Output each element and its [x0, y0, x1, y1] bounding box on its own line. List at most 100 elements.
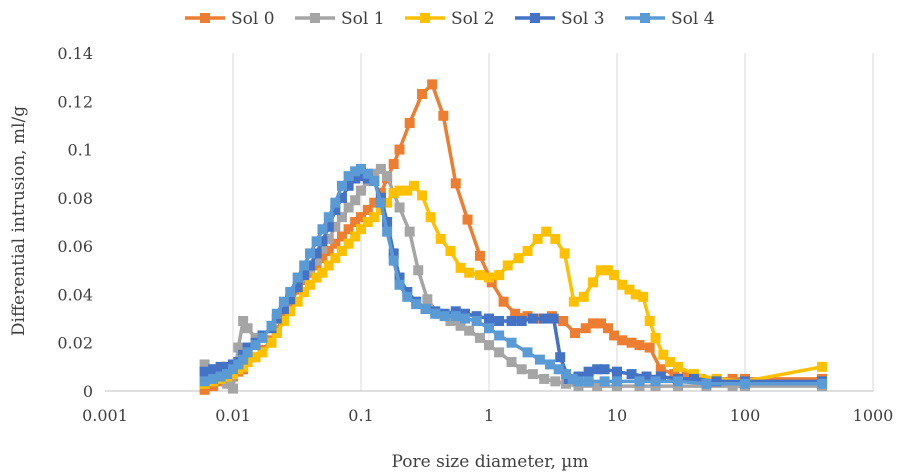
legend-item: Sol 1 — [295, 9, 385, 29]
data-point — [527, 369, 538, 380]
data-point — [559, 248, 570, 259]
data-point — [369, 212, 380, 223]
data-point — [450, 178, 461, 189]
data-point — [658, 349, 669, 360]
data-point — [222, 369, 233, 380]
data-point — [484, 313, 494, 324]
data-point — [311, 272, 322, 283]
data-point — [596, 265, 607, 276]
data-point — [208, 364, 219, 375]
data-point — [506, 357, 517, 368]
data-point — [228, 364, 238, 375]
legend-label: Sol 4 — [671, 9, 715, 29]
data-point — [655, 371, 666, 382]
data-point — [369, 197, 380, 208]
y-tick-label: 0.1 — [68, 141, 93, 160]
data-point — [356, 224, 366, 235]
data-point — [602, 265, 613, 276]
data-point — [311, 255, 322, 266]
data-point — [588, 318, 599, 329]
data-point — [655, 364, 666, 375]
data-point — [599, 376, 610, 387]
data-point — [208, 373, 219, 384]
data-point — [681, 371, 692, 382]
data-point — [567, 373, 578, 384]
data-point — [215, 361, 226, 372]
x-tick-label: 1000 — [853, 406, 894, 425]
data-point — [362, 168, 373, 179]
data-point — [445, 315, 456, 326]
data-point — [250, 340, 261, 351]
data-point — [417, 190, 428, 201]
data-point — [588, 277, 599, 288]
data-point — [498, 296, 509, 307]
data-point — [222, 378, 233, 389]
data-point — [278, 315, 289, 326]
data-point — [583, 366, 594, 377]
data-point — [369, 175, 380, 186]
data-point — [233, 342, 244, 353]
data-point — [539, 373, 550, 384]
data-point — [317, 224, 328, 235]
data-point — [394, 185, 405, 196]
data-point — [285, 306, 296, 317]
data-point — [388, 255, 399, 266]
data-point — [330, 221, 341, 232]
legend-marker — [530, 13, 540, 23]
data-point — [609, 270, 620, 281]
data-point — [506, 315, 517, 326]
data-point — [727, 381, 738, 392]
legend-marker — [420, 13, 430, 23]
x-axis-ticks: 0.001 0.01 0.1 1 10 100 1000 — [82, 406, 893, 425]
x-tick-label: 100 — [730, 406, 761, 425]
legend-marker — [310, 13, 320, 23]
data-point — [330, 197, 341, 208]
y-tick-label: 0.12 — [57, 92, 93, 111]
y-tick-label: 0.14 — [57, 44, 93, 63]
data-point — [350, 173, 361, 184]
x-tick-label: 0.01 — [215, 406, 251, 425]
data-point — [299, 270, 310, 281]
data-point — [242, 347, 253, 358]
data-point — [271, 308, 282, 319]
data-point — [464, 267, 475, 278]
data-point — [266, 337, 277, 348]
data-point — [388, 159, 399, 170]
data-point — [522, 311, 533, 322]
data-point — [561, 369, 572, 380]
legend-item: Sol 3 — [515, 9, 605, 29]
data-point — [462, 214, 473, 225]
y-axis-ticks: 0 0.02 0.04 0.06 0.08 0.1 0.12 0.14 — [57, 44, 93, 401]
data-point — [222, 361, 233, 372]
data-point — [369, 168, 380, 179]
data-point — [330, 204, 341, 215]
data-point — [464, 325, 475, 336]
data-point — [471, 315, 482, 326]
data-point — [350, 166, 361, 177]
legend-label: Sol 3 — [561, 9, 605, 29]
legend-item: Sol 4 — [625, 9, 715, 29]
data-point — [474, 250, 485, 261]
data-point — [425, 212, 436, 223]
data-point — [455, 320, 466, 331]
data-point — [550, 376, 561, 387]
data-point — [583, 376, 594, 387]
legend-label: Sol 2 — [451, 9, 495, 29]
legend: Sol 0 Sol 1 Sol 2 Sol 3 Sol 4 — [185, 9, 715, 29]
data-point — [570, 328, 581, 339]
data-point — [641, 371, 652, 382]
data-point — [323, 221, 334, 232]
data-point — [317, 236, 328, 247]
data-point — [402, 185, 413, 196]
data-point — [689, 373, 700, 384]
data-point — [336, 212, 347, 223]
data-point — [568, 296, 579, 307]
data-point — [510, 308, 521, 319]
data-point — [545, 359, 556, 370]
y-tick-label: 0 — [83, 382, 93, 401]
data-point — [266, 320, 277, 331]
data-point — [356, 212, 366, 223]
data-point — [382, 217, 393, 227]
data-point — [617, 335, 628, 346]
